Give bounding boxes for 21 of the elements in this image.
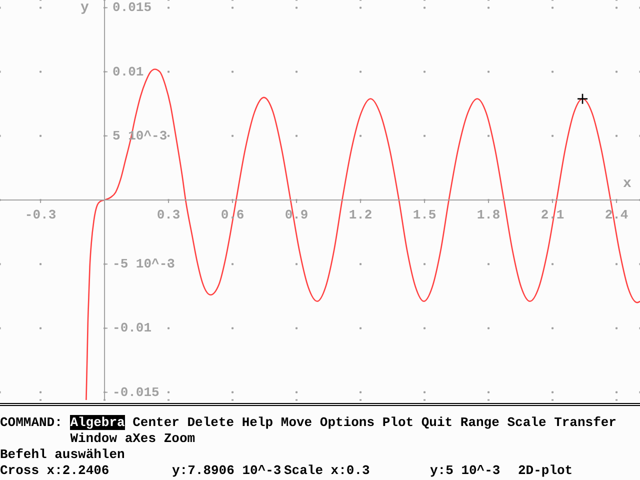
text: Scale x:0.3 bbox=[284, 463, 370, 479]
x-axis-title: x bbox=[623, 176, 632, 192]
x-tick-label: -0.3 bbox=[24, 208, 56, 222]
text: COMMAND: bbox=[0, 415, 64, 432]
text: Algebra Center Delete Help Move Options Plot Quit Range Scale Transfer Window aXes Zoom bbox=[70, 415, 616, 446]
x-tick-label: 1.8 bbox=[476, 208, 500, 222]
y-tick-label: -0.015 bbox=[112, 384, 160, 400]
x-tick-label: 1.5 bbox=[412, 208, 436, 222]
text: y:7.8906 10^-3 bbox=[172, 463, 282, 479]
text: y:5 10^-3 bbox=[430, 463, 500, 479]
y-axis-title: y bbox=[80, 0, 89, 16]
y-tick-label: -0.01 bbox=[112, 320, 152, 336]
y-tick-label: -5 10^-3 bbox=[112, 256, 176, 272]
x-tick-label: 1.2 bbox=[348, 208, 372, 222]
x-tick-label: 0.3 bbox=[156, 208, 180, 222]
y-tick-label: 0.015 bbox=[112, 0, 152, 16]
text: Cross x:2.2406 bbox=[0, 463, 110, 479]
text: Befehl auswählen bbox=[0, 447, 126, 463]
text: 2D-plot bbox=[518, 463, 573, 479]
y-tick-label: 0.01 bbox=[112, 64, 144, 80]
line-series bbox=[86, 68, 640, 400]
